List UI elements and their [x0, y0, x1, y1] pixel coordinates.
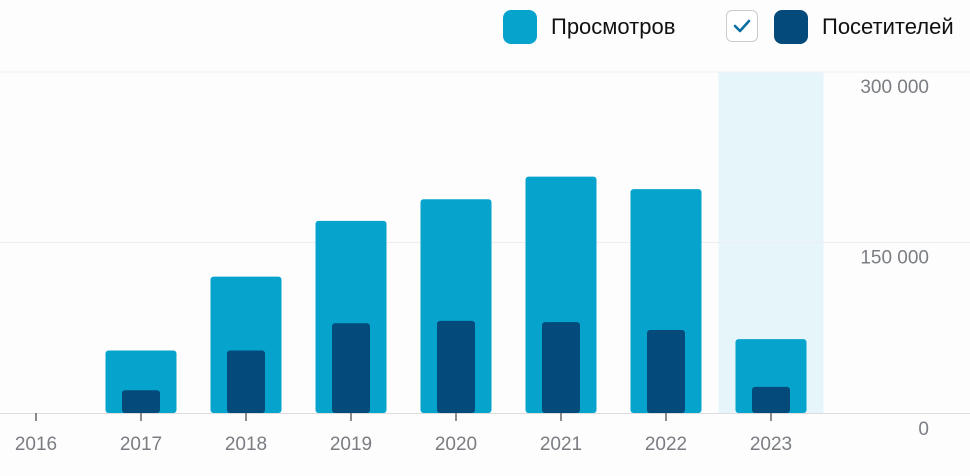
bar-visitors — [122, 390, 160, 413]
checkmark-icon — [733, 19, 751, 33]
legend-label-visitors: Посетителей — [822, 14, 954, 39]
x-tick-label: 2020 — [435, 434, 477, 455]
legend-item-visitors[interactable]: Посетителей — [774, 9, 954, 45]
views-swatch — [503, 10, 537, 44]
bar-visitors — [437, 320, 475, 413]
x-tick-label: 2019 — [330, 434, 372, 455]
bar-visitors — [332, 323, 370, 413]
bar-visitors — [542, 322, 580, 413]
visitors-checkbox[interactable] — [726, 10, 758, 42]
x-tick-label: 2017 — [120, 434, 162, 455]
x-tick-label: 2021 — [540, 434, 582, 455]
bar-visitors — [227, 350, 265, 413]
x-tick-label: 2016 — [15, 434, 57, 455]
legend-label-views: Просмотров — [551, 14, 676, 39]
chart-legend: Просмотров Посетителей — [0, 0, 970, 60]
visitors-swatch — [774, 10, 808, 44]
x-tick-label: 2018 — [225, 434, 267, 455]
bar-visitors — [647, 330, 685, 413]
x-tick-label: 2023 — [750, 434, 792, 455]
y-tick-label: 150 000 — [860, 248, 929, 269]
bar-visitors — [752, 386, 790, 413]
x-tick-label: 2022 — [645, 434, 687, 455]
legend-item-views[interactable]: Просмотров — [503, 9, 675, 45]
y-tick-label: 300 000 — [860, 77, 929, 98]
y-tick-label: 0 — [918, 419, 929, 440]
